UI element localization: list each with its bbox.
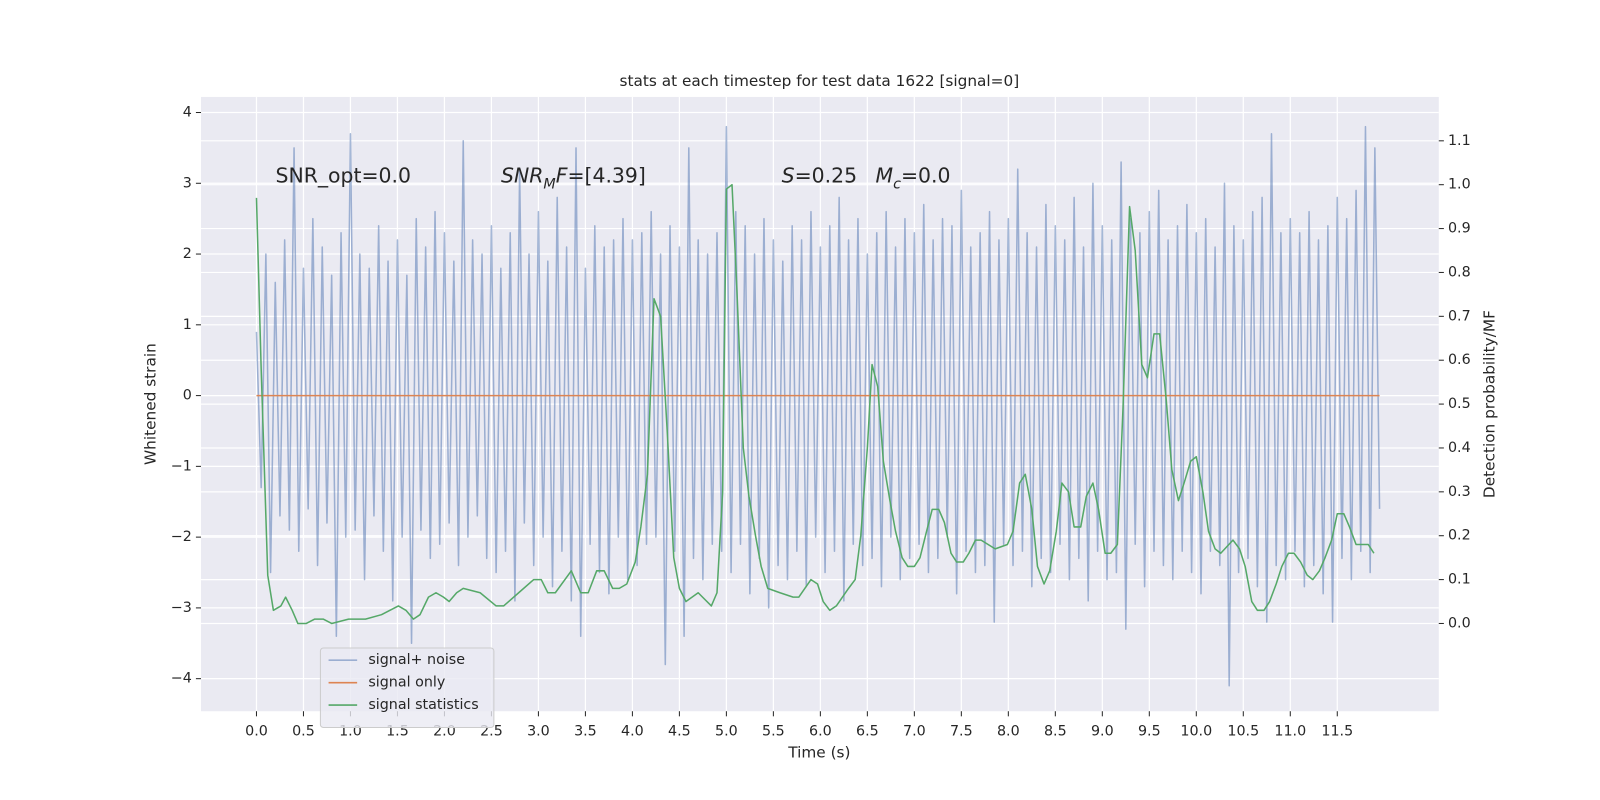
- y2-tick-label: 0.3: [1448, 484, 1471, 500]
- y-tick-label: −3: [171, 600, 192, 616]
- y-tick-label: 2: [183, 246, 192, 262]
- grid: [201, 96, 1439, 712]
- legend: signal+ noise signal only signal statistic…: [319, 647, 495, 729]
- y2-tick-label: 0.5: [1448, 396, 1471, 412]
- x-tick-label: 3.0: [527, 724, 550, 740]
- x-tick-label: 7.5: [950, 724, 973, 740]
- annotation-part: S: [782, 164, 795, 188]
- y2-tick-label: 0.7: [1448, 308, 1471, 324]
- annotation-part: SNR: [501, 164, 543, 188]
- legend-box: [319, 647, 495, 729]
- x-tick-label: 5.0: [715, 724, 738, 740]
- y-tick-label: −4: [171, 671, 192, 687]
- annotation-part: M: [543, 177, 555, 193]
- legend-label: signal only: [368, 675, 445, 691]
- y-tick-label: 0: [183, 388, 192, 404]
- x-tick-label: 11.0: [1274, 724, 1306, 740]
- y2-tick-label: 0.6: [1448, 352, 1471, 368]
- x-tick-label: 6.0: [809, 724, 832, 740]
- x-tick-label: 11.5: [1321, 724, 1353, 740]
- legend-label: signal statistics: [368, 697, 478, 713]
- x-tick-label: 0.5: [292, 724, 315, 740]
- y2-tick-label: 0.2: [1448, 528, 1471, 544]
- legend-label: signal+ noise: [368, 652, 465, 668]
- y2-axis-label: Detection probability/MF: [1480, 310, 1498, 498]
- x-axis-label: Time (s): [787, 744, 850, 762]
- annotation-part: c: [893, 177, 901, 193]
- series-line: [255, 183, 1375, 625]
- x-tick-label: 4.0: [621, 724, 644, 740]
- annotation-part: =0.0: [901, 164, 951, 188]
- x-tick-label: 7.0: [903, 724, 926, 740]
- x-tick-label: 4.5: [668, 724, 691, 740]
- axes: 0.0 0.5 1.0 1.5 2.0 2.5 3.0 3.5 4.0 4.5 5.0 5.5 6.0 6…: [171, 105, 1471, 740]
- y2-tick-label: 0.0: [1448, 615, 1471, 631]
- x-tick-label: 10.0: [1180, 724, 1212, 740]
- annotation-part: SNR_opt=0.0: [276, 164, 412, 189]
- x-tick-label: 5.5: [762, 724, 785, 740]
- annotation-part: M: [876, 164, 894, 188]
- x-tick-label: 6.5: [856, 724, 879, 740]
- y-tick-label: 1: [183, 317, 192, 333]
- y2-tick-label: 0.4: [1448, 440, 1471, 456]
- y2-tick-label: 0.8: [1448, 264, 1471, 280]
- annotation-part: =0.25: [795, 164, 858, 188]
- x-tick-label: 3.5: [574, 724, 597, 740]
- series-layer: [255, 125, 1381, 687]
- x-tick-label: 0.0: [245, 724, 268, 740]
- x-tick-label: 8.5: [1044, 724, 1067, 740]
- y2-tick-label: 0.9: [1448, 221, 1471, 237]
- annotation: SNR_opt=0.0: [276, 164, 412, 189]
- y-axis-label: Whitened strain: [142, 343, 160, 465]
- x-tick-label: 9.0: [1091, 724, 1114, 740]
- y2-tick-label: 1.1: [1448, 133, 1471, 149]
- y2-tick-label: 1.0: [1448, 177, 1471, 193]
- x-tick-label: 9.5: [1138, 724, 1161, 740]
- x-tick-label: 10.5: [1227, 724, 1259, 740]
- annotation: SNRMF=[4.39]: [501, 164, 646, 193]
- y-tick-label: −1: [171, 458, 192, 474]
- annotation: S=0.25: [782, 164, 857, 188]
- chart-title: stats at each timestep for test data 162…: [620, 72, 1020, 90]
- y-tick-label: −2: [171, 529, 192, 545]
- y2-tick-label: 0.1: [1448, 572, 1471, 588]
- annotation: Mc=0.0: [876, 164, 951, 193]
- x-tick-label: 8.0: [997, 724, 1020, 740]
- annotation-part: F: [556, 164, 568, 188]
- series-line: [255, 125, 1381, 687]
- y-tick-label: 3: [183, 175, 192, 191]
- y-tick-label: 4: [183, 105, 192, 121]
- annotation-part: =[4.39]: [567, 164, 645, 188]
